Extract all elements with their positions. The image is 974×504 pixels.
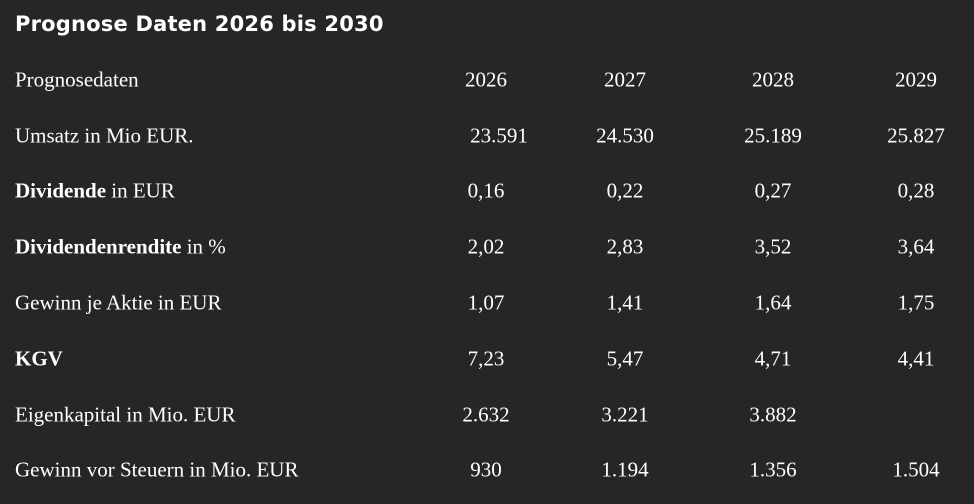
- cell-value: 3.221: [601, 402, 649, 427]
- cell-value: 1,75: [897, 290, 935, 315]
- row-label-rest: in EUR: [106, 178, 175, 203]
- cell-value: 1.356: [749, 457, 797, 482]
- row-label: Eigenkapital in Mio. EUR: [15, 402, 235, 427]
- header-year-2029: 2029: [895, 67, 937, 92]
- cell-value: 2,83: [606, 234, 644, 259]
- row-label: KGV: [15, 346, 63, 371]
- header-year-2026: 2026: [465, 67, 507, 92]
- table-row: Dividende in EUR 0,16 0,22 0,27 0,28: [0, 164, 974, 220]
- cell-value: 3,64: [897, 234, 935, 259]
- cell-value: 0,16: [467, 178, 505, 203]
- page-title: Prognose Daten 2026 bis 2030: [15, 12, 384, 36]
- header-year-2028: 2028: [752, 67, 794, 92]
- cell-value: 3,52: [754, 234, 792, 259]
- cell-value: 2.632: [462, 402, 510, 427]
- row-label: Gewinn vor Steuern in Mio. EUR: [15, 458, 298, 483]
- cell-value: 0,28: [897, 178, 935, 203]
- cell-value: 0,27: [754, 178, 792, 203]
- row-label-rest: Gewinn vor Steuern in Mio. EUR: [15, 457, 299, 482]
- row-label: Dividende in EUR: [15, 179, 175, 204]
- row-label-rest: Eigenkapital in Mio. EUR: [15, 402, 236, 427]
- row-label-bold: Dividendenrendite: [15, 234, 182, 259]
- cell-value: 7,23: [467, 346, 505, 371]
- cell-value: 1,41: [606, 290, 644, 315]
- cell-value: 0,22: [606, 178, 644, 203]
- cell-value: 25.827: [887, 123, 945, 148]
- cell-value: 5,47: [606, 346, 644, 371]
- cell-value: 1,64: [754, 290, 792, 315]
- row-label-rest: in %: [181, 234, 226, 259]
- cell-value: 1.194: [601, 457, 649, 482]
- cell-value: 25.189: [744, 123, 802, 148]
- cell-value: 23.591: [470, 123, 528, 148]
- row-label: Gewinn je Aktie in EUR: [15, 291, 221, 316]
- row-label-bold: Dividende: [15, 178, 107, 203]
- table-header-row: Prognosedaten 2026 2027 2028 2029: [0, 52, 974, 108]
- header-year-2027: 2027: [604, 67, 646, 92]
- cell-value: 930: [470, 457, 502, 482]
- table-row: Eigenkapital in Mio. EUR 2.632 3.221 3.8…: [0, 387, 974, 443]
- cell-value: 24.530: [596, 123, 654, 148]
- row-label-rest: Gewinn je Aktie in EUR: [15, 290, 222, 315]
- row-label-rest: Umsatz in Mio EUR.: [15, 123, 194, 148]
- cell-value: 4,41: [897, 346, 935, 371]
- row-label: Umsatz in Mio EUR.: [15, 123, 194, 148]
- cell-value: 1.504: [892, 457, 940, 482]
- table-row: Dividendenrendite in % 2,02 2,83 3,52 3,…: [0, 219, 974, 275]
- forecast-table: Prognosedaten 2026 2027 2028 2029 Umsatz…: [0, 52, 974, 498]
- cell-value: 4,71: [754, 346, 792, 371]
- cell-value: 2,02: [467, 234, 505, 259]
- table-row: Gewinn je Aktie in EUR 1,07 1,41 1,64 1,…: [0, 275, 974, 331]
- cell-value: 1,07: [467, 290, 505, 315]
- row-label: Dividendenrendite in %: [15, 235, 226, 260]
- cell-value: 3.882: [749, 402, 797, 427]
- table-row: KGV 7,23 5,47 4,71 4,41: [0, 331, 974, 387]
- header-label: Prognosedaten: [15, 67, 139, 92]
- table-row: Gewinn vor Steuern in Mio. EUR 930 1.194…: [0, 443, 974, 499]
- row-label-bold: KGV: [15, 346, 63, 371]
- table-row: Umsatz in Mio EUR. 23.591 24.530 25.189 …: [0, 108, 974, 164]
